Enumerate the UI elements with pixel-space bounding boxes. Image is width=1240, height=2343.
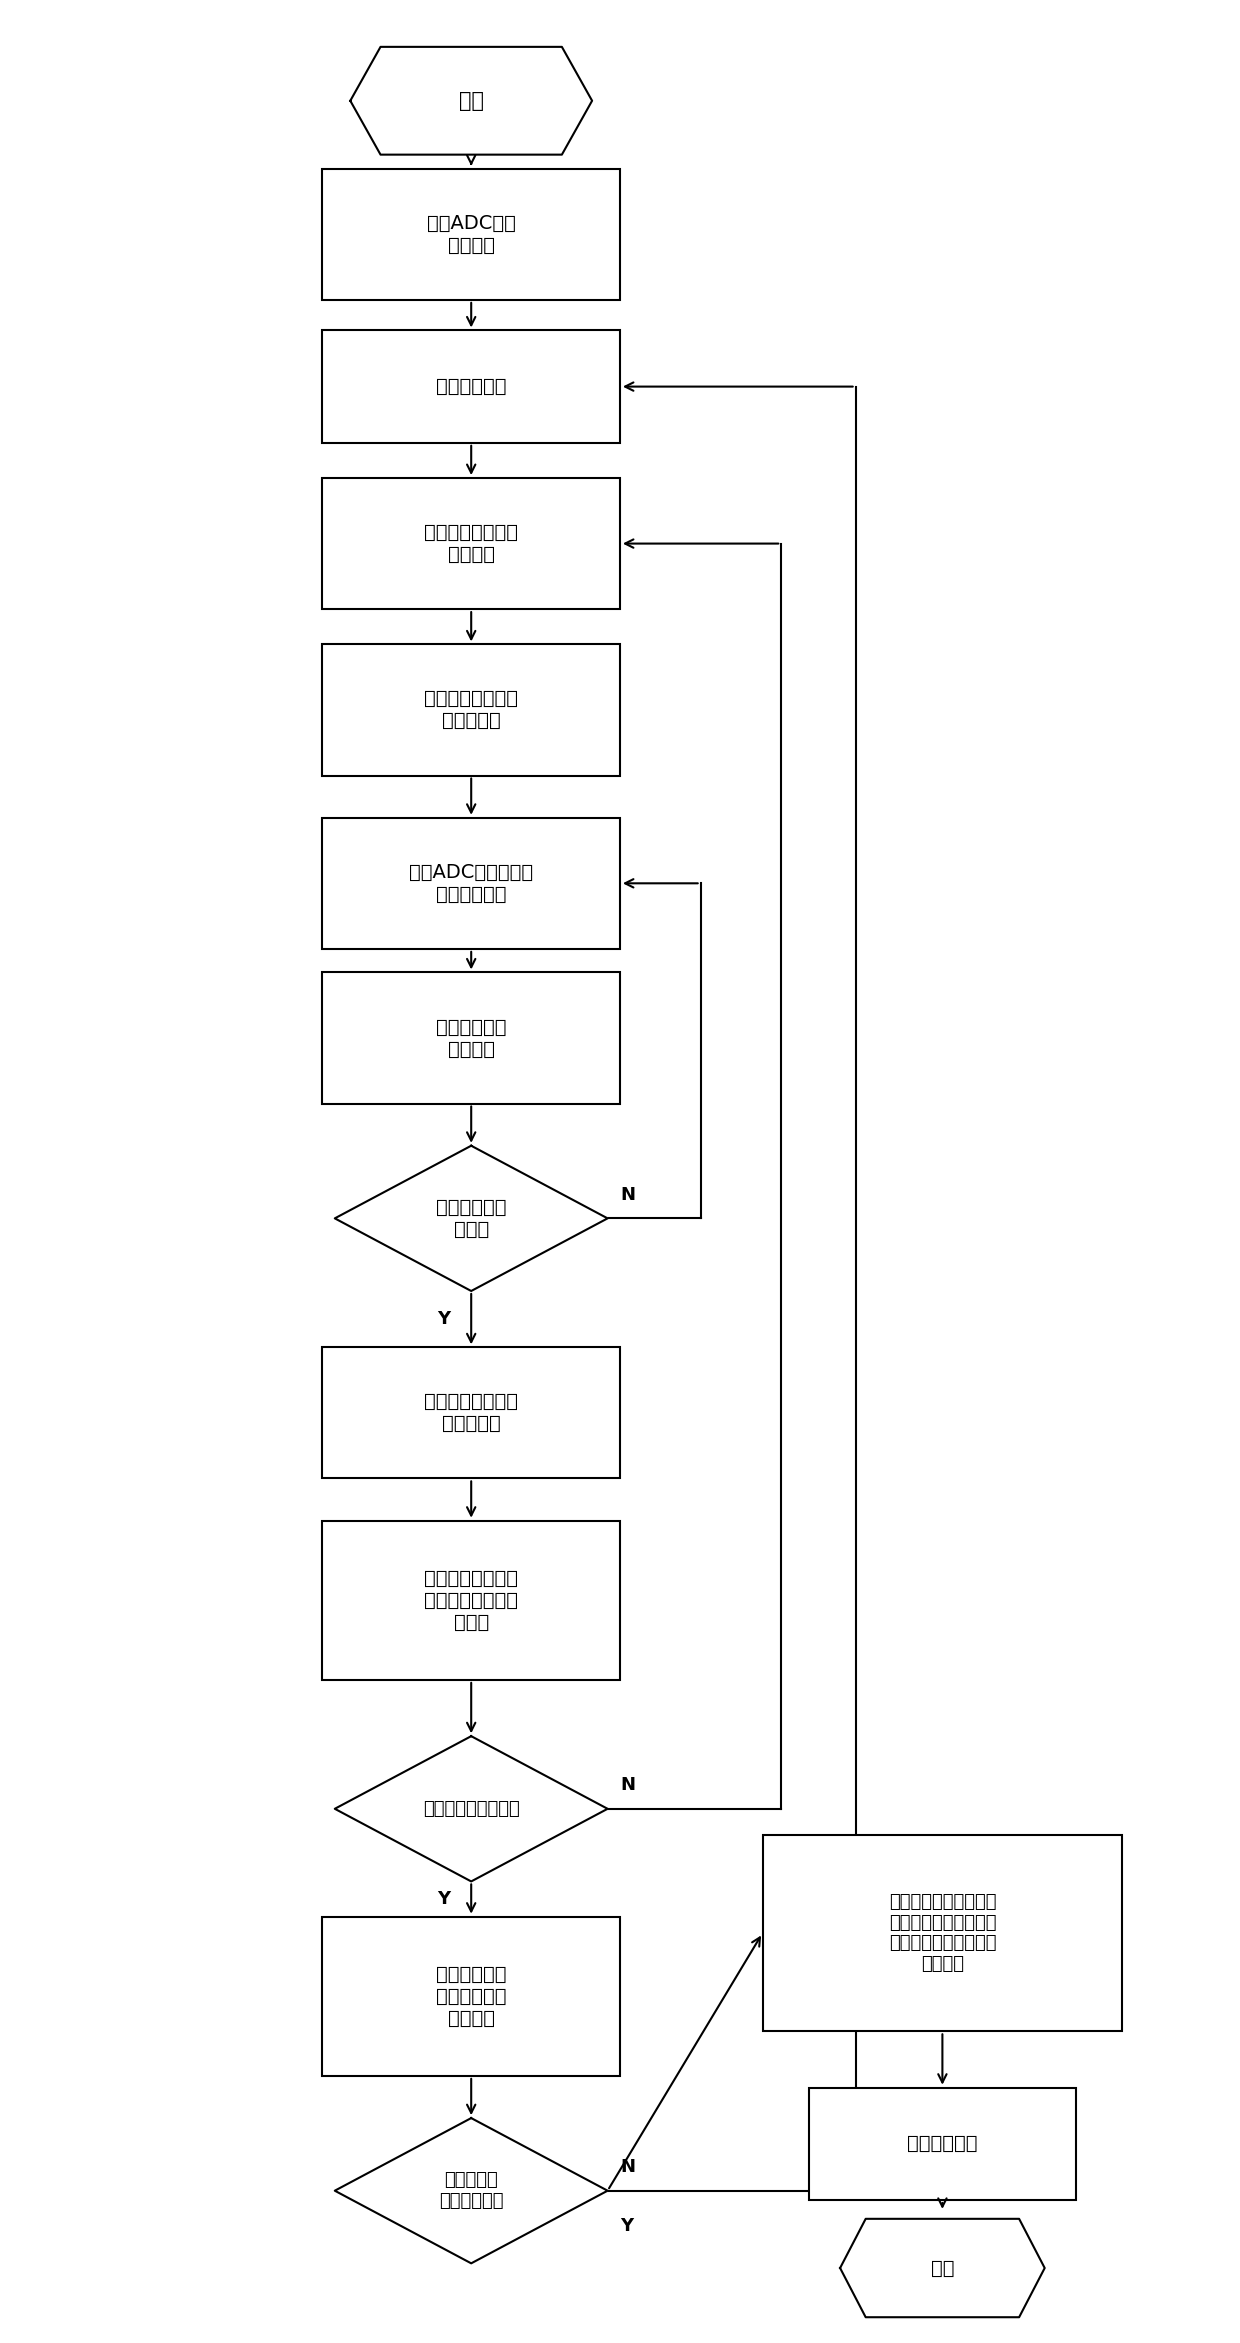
FancyBboxPatch shape (322, 972, 620, 1104)
Text: 转换工作阶段: 转换工作阶段 (908, 2134, 977, 2153)
Text: 电阻值是否设置完全: 电阻值是否设置完全 (423, 1799, 520, 1818)
Polygon shape (350, 47, 593, 155)
Polygon shape (841, 2219, 1044, 2317)
Text: 关闭温度传感器采
集电路电源: 关闭温度传感器采 集电路电源 (424, 1392, 518, 1434)
FancyBboxPatch shape (808, 2088, 1075, 2200)
FancyBboxPatch shape (322, 644, 620, 776)
FancyBboxPatch shape (322, 818, 620, 949)
Text: N: N (620, 1186, 635, 1204)
Text: 根据当前对传感器输出
采集的真实数字量计算
出标准电阻值对应的理
论数字量: 根据当前对传感器输出 采集的真实数字量计算 出标准电阻值对应的理 论数字量 (889, 1893, 996, 1973)
FancyBboxPatch shape (322, 1521, 620, 1680)
Text: Y: Y (620, 2216, 634, 2235)
FancyBboxPatch shape (322, 169, 620, 300)
Text: 设定温箱温度: 设定温箱温度 (436, 377, 506, 396)
Text: N: N (620, 1776, 635, 1795)
Text: N: N (620, 2158, 635, 2177)
Text: 结束: 结束 (931, 2259, 954, 2277)
Text: 采集数值放入
滤波数组: 采集数值放入 滤波数组 (436, 1017, 506, 1059)
Text: Y: Y (438, 1891, 450, 1907)
Text: 执行插值算法
一次拟合计算
映射关系: 执行插值算法 一次拟合计算 映射关系 (436, 1966, 506, 2027)
Text: 温箱温度值
是否设置完全: 温箱温度值 是否设置完全 (439, 2172, 503, 2209)
FancyBboxPatch shape (322, 1917, 620, 2076)
Polygon shape (335, 2118, 608, 2263)
FancyBboxPatch shape (322, 478, 620, 609)
Polygon shape (335, 1146, 608, 1291)
Text: 滤波数组是否
填充满: 滤波数组是否 填充满 (436, 1197, 506, 1239)
FancyBboxPatch shape (322, 330, 620, 443)
Text: 使用滤波算法求得
平均值，得出真实
数字量: 使用滤波算法求得 平均值，得出真实 数字量 (424, 1570, 518, 1631)
FancyBboxPatch shape (763, 1835, 1122, 2031)
Text: 读取ADC采集标准电
阻值的数字量: 读取ADC采集标准电 阻值的数字量 (409, 862, 533, 904)
Text: 打开温度传感器采
集电路电源: 打开温度传感器采 集电路电源 (424, 689, 518, 731)
Text: 设定标准电阻发生
器电阻值: 设定标准电阻发生 器电阻值 (424, 522, 518, 565)
FancyBboxPatch shape (322, 1347, 620, 1478)
Polygon shape (335, 1736, 608, 1881)
Text: 设定ADC采集
时间间隔: 设定ADC采集 时间间隔 (427, 213, 516, 255)
Text: Y: Y (438, 1310, 450, 1328)
Text: 开始: 开始 (459, 91, 484, 110)
